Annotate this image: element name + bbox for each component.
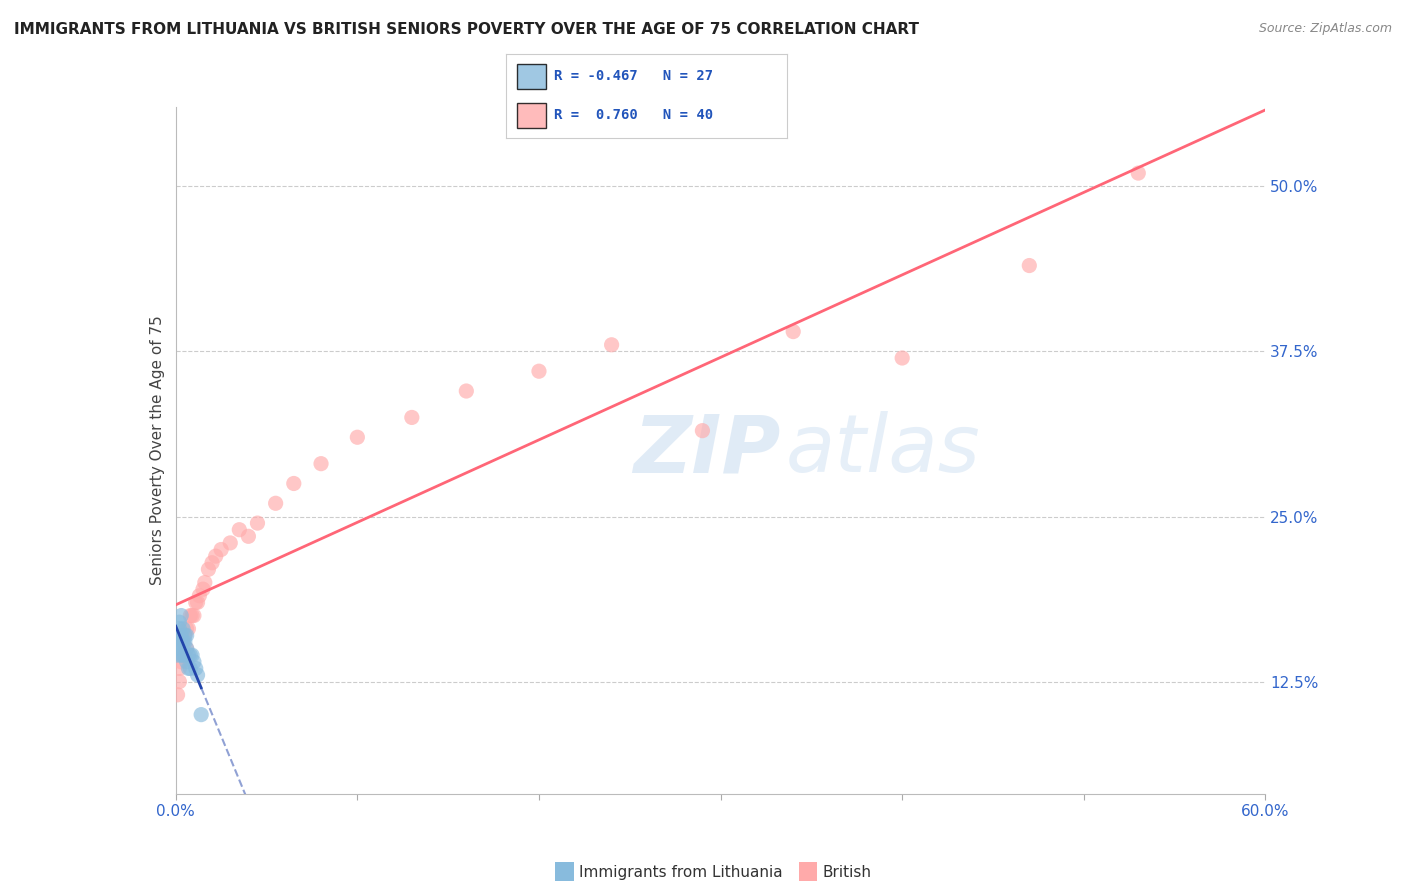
Point	[600, 338, 623, 352]
Point	[173, 648, 195, 663]
Point	[179, 608, 201, 623]
Point	[173, 628, 195, 642]
Point	[782, 325, 804, 339]
Text: ZIP: ZIP	[633, 411, 780, 490]
Point	[177, 622, 200, 636]
FancyBboxPatch shape	[517, 103, 546, 128]
Point	[456, 384, 478, 398]
Point	[181, 648, 204, 663]
Point	[891, 351, 914, 365]
Point	[179, 648, 201, 663]
Point	[201, 556, 224, 570]
Point	[170, 655, 193, 669]
Point	[176, 655, 198, 669]
Point	[191, 582, 214, 596]
Point	[190, 707, 212, 722]
Point	[184, 595, 207, 609]
Point	[401, 410, 423, 425]
Point	[228, 523, 250, 537]
Point	[169, 615, 191, 630]
Y-axis label: Seniors Poverty Over the Age of 75: Seniors Poverty Over the Age of 75	[149, 316, 165, 585]
Point	[527, 364, 550, 378]
Point	[177, 661, 200, 675]
Point	[170, 608, 193, 623]
Point	[1018, 259, 1040, 273]
Point	[309, 457, 332, 471]
Point	[183, 608, 205, 623]
Point	[246, 516, 269, 530]
Point	[183, 655, 205, 669]
Text: IMMIGRANTS FROM LITHUANIA VS BRITISH SENIORS POVERTY OVER THE AGE OF 75 CORRELAT: IMMIGRANTS FROM LITHUANIA VS BRITISH SEN…	[14, 22, 920, 37]
Point	[169, 622, 191, 636]
Point	[172, 635, 194, 649]
Text: R = -0.467   N = 27: R = -0.467 N = 27	[554, 70, 713, 83]
FancyBboxPatch shape	[517, 63, 546, 89]
Point	[177, 648, 200, 663]
Point	[186, 595, 209, 609]
Point	[170, 628, 193, 642]
Point	[194, 575, 217, 590]
Point	[188, 589, 211, 603]
Point	[172, 635, 194, 649]
Point	[264, 496, 287, 510]
Point	[173, 648, 195, 663]
Point	[176, 641, 198, 656]
Text: Source: ZipAtlas.com: Source: ZipAtlas.com	[1258, 22, 1392, 36]
Point	[204, 549, 226, 563]
Point	[176, 641, 198, 656]
Text: R =  0.760   N = 40: R = 0.760 N = 40	[554, 109, 713, 122]
Point	[197, 562, 219, 576]
Point	[219, 536, 242, 550]
Point	[170, 648, 193, 663]
Point	[166, 635, 188, 649]
Point	[209, 542, 232, 557]
Text: atlas: atlas	[786, 411, 981, 490]
Point	[173, 628, 195, 642]
Point	[179, 661, 201, 675]
Text: British: British	[823, 865, 872, 880]
Point	[166, 688, 188, 702]
Point	[238, 529, 260, 543]
Point	[169, 661, 191, 675]
Point	[170, 635, 193, 649]
Point	[283, 476, 305, 491]
Point	[176, 628, 198, 642]
Point	[166, 648, 188, 663]
Point	[173, 635, 195, 649]
Point	[186, 668, 209, 682]
Text: Immigrants from Lithuania: Immigrants from Lithuania	[579, 865, 783, 880]
Point	[172, 648, 194, 663]
Point	[169, 641, 191, 656]
Point	[176, 622, 198, 636]
Point	[184, 661, 207, 675]
Point	[346, 430, 368, 444]
Point	[181, 608, 204, 623]
Point	[172, 622, 194, 636]
Point	[692, 424, 714, 438]
Point	[172, 648, 194, 663]
Point	[169, 674, 191, 689]
Point	[1128, 166, 1150, 180]
